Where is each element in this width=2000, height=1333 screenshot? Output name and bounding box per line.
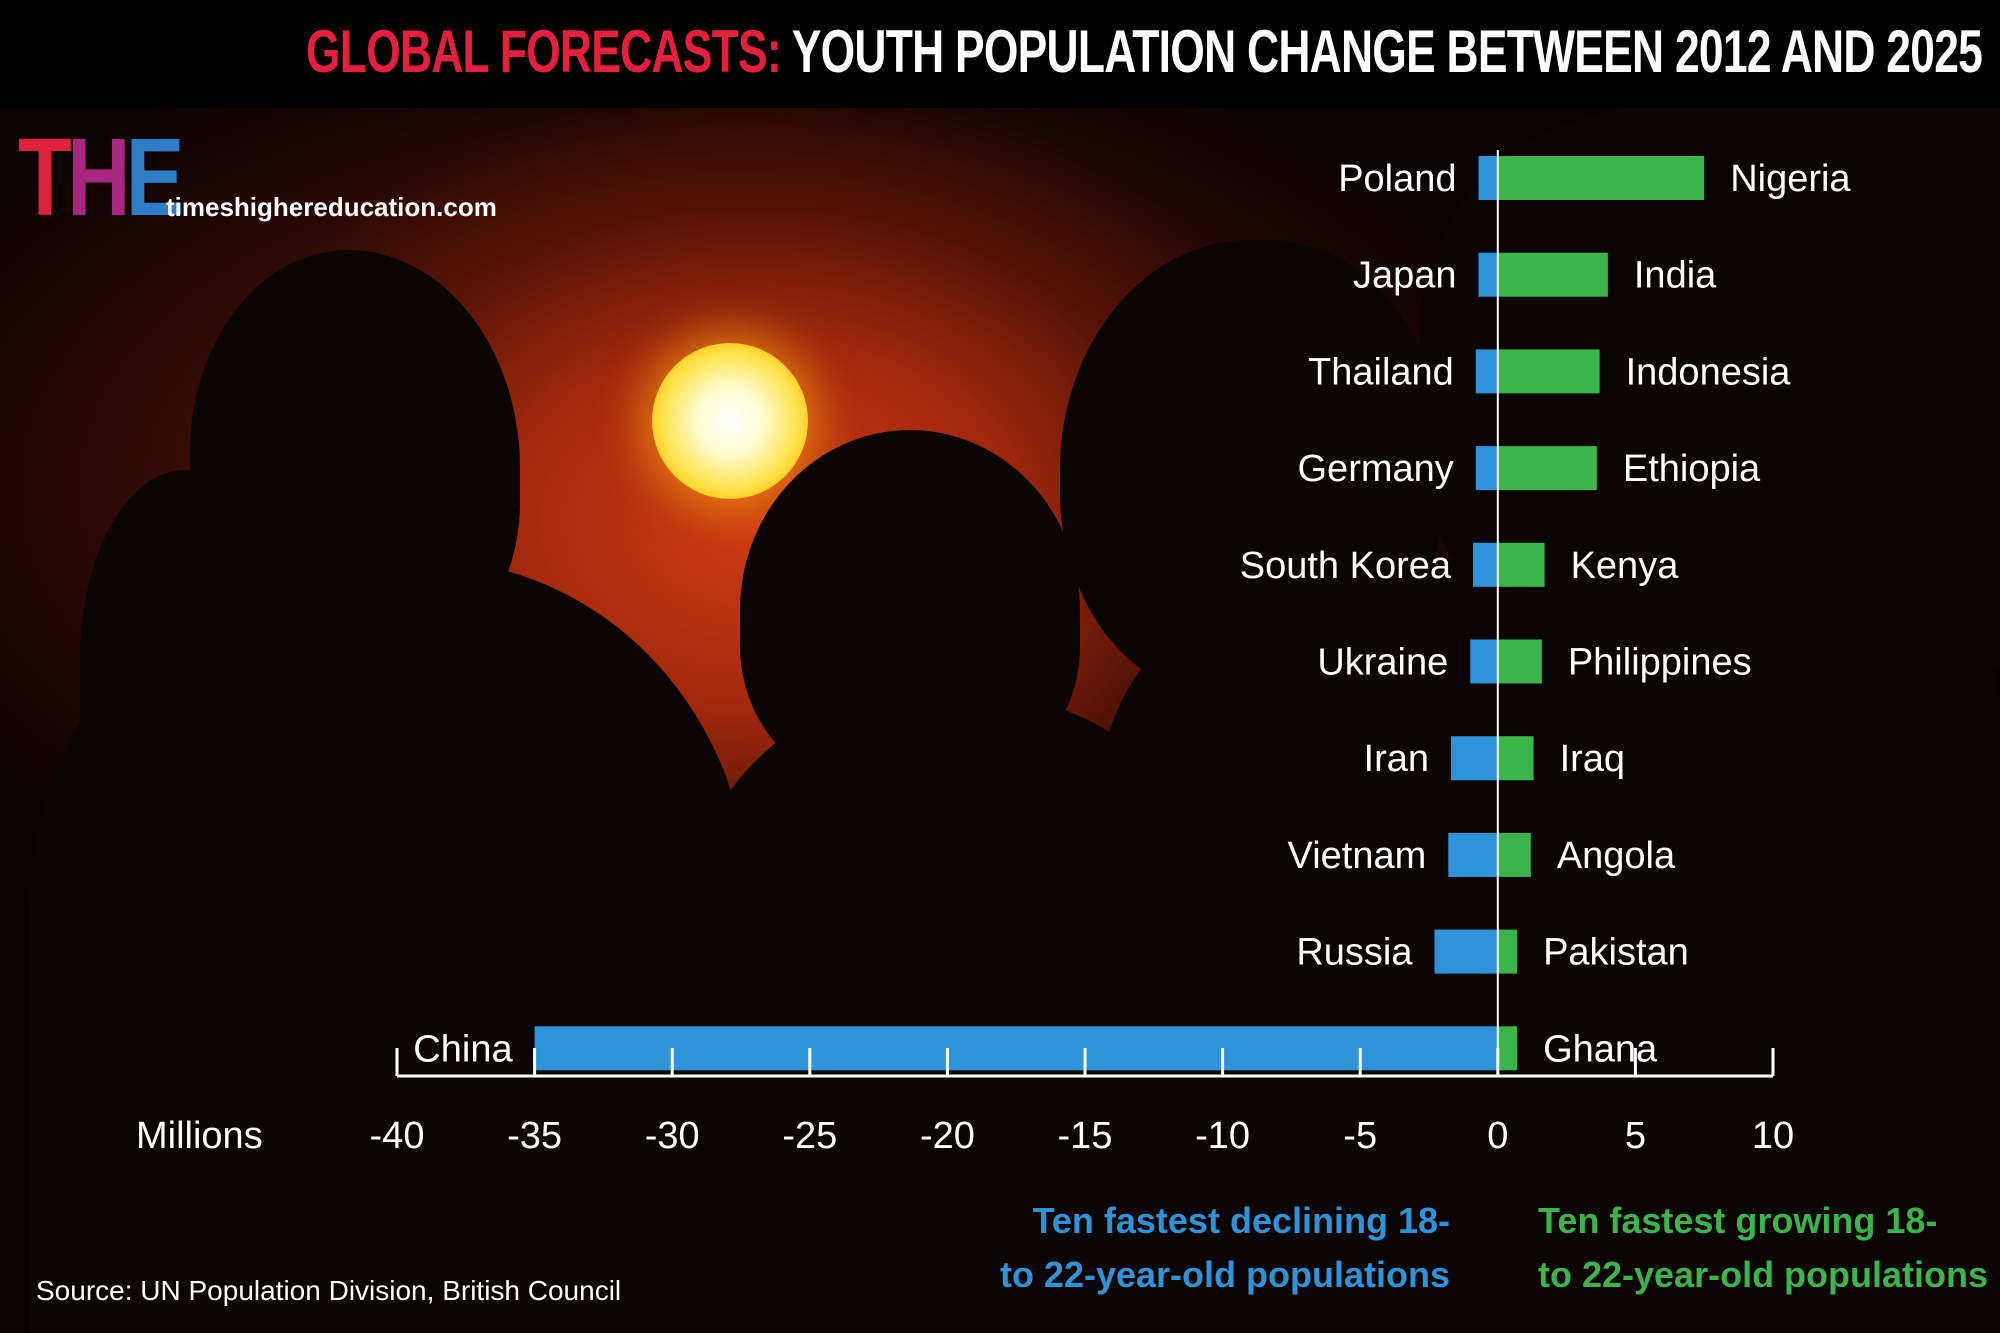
bar-label-growing: Kenya (1571, 545, 1680, 587)
bar-label-declining: Germany (1298, 448, 1454, 490)
bar-declining (1434, 929, 1498, 974)
bar-label-declining: China (413, 1028, 513, 1070)
bar-label-growing: India (1634, 255, 1717, 297)
x-tick-label: -40 (370, 1115, 425, 1157)
x-tick-label: -15 (1058, 1115, 1113, 1157)
caption-growing-line2: to 22-year-old populations (1538, 1254, 1989, 1295)
bar-label-growing: Pakistan (1543, 932, 1689, 974)
bar-label-declining: Vietnam (1288, 835, 1427, 877)
the-logo: THE (18, 123, 184, 233)
x-tick-label: -35 (507, 1115, 562, 1157)
bar-growing (1497, 1026, 1518, 1071)
x-tick-label: 10 (1752, 1115, 1794, 1157)
bar-growing (1497, 832, 1531, 877)
x-axis-label: Millions (136, 1115, 263, 1157)
bar-declining (1478, 252, 1498, 297)
caption-declining: Ten fastest declining 18- to 22-year-old… (1000, 1194, 1450, 1302)
bar-growing (1497, 349, 1600, 394)
bar-label-growing: Ghana (1543, 1028, 1658, 1070)
bar-label-declining: Ukraine (1317, 642, 1448, 684)
caption-declining-line2: to 22-year-old populations (999, 1254, 1450, 1295)
logo-letter-e: E (125, 116, 185, 239)
bar-label-declining: Poland (1338, 158, 1456, 200)
chart-title: GLOBAL FORECASTS: YOUTH POPULATION CHANG… (305, 16, 1983, 88)
bar-label-growing: Angola (1557, 835, 1676, 877)
x-tick-label: -5 (1343, 1115, 1377, 1157)
silhouette-far-left (80, 470, 290, 850)
x-tick-label: -30 (645, 1115, 700, 1157)
title-highlight: GLOBAL FORECASTS: (305, 18, 782, 85)
bar-growing (1497, 446, 1597, 491)
bar-declining (1475, 446, 1498, 491)
bar-label-declining: South Korea (1240, 545, 1452, 587)
bar-declining (1470, 639, 1498, 684)
x-tick-label: -10 (1195, 1115, 1250, 1157)
bar-label-growing: Iraq (1560, 738, 1625, 780)
title-main: YOUTH POPULATION CHANGE BETWEEN 2012 AND… (780, 18, 1983, 85)
source-note: Source: UN Population Division, British … (36, 1275, 622, 1306)
bar-declining (534, 1026, 1498, 1071)
bar-declining (1473, 542, 1498, 587)
x-tick-label: 5 (1625, 1115, 1646, 1157)
sun (652, 343, 808, 499)
bar-growing (1497, 639, 1542, 684)
bar-growing (1497, 929, 1518, 974)
header-bar: GLOBAL FORECASTS: YOUTH POPULATION CHANG… (0, 0, 2000, 108)
bar-declining (1478, 156, 1498, 200)
website-url: timeshighereducation.com (166, 192, 497, 222)
bar-growing (1497, 736, 1534, 781)
bar-declining (1448, 832, 1498, 877)
bar-growing (1497, 542, 1545, 587)
bar-label-growing: Nigeria (1730, 158, 1851, 200)
logo-letter-h: H (66, 116, 131, 239)
caption-growing: Ten fastest growing 18- to 22-year-old p… (1538, 1194, 1988, 1302)
x-tick-label: 0 (1487, 1115, 1508, 1157)
logo-letter-t: T (18, 116, 72, 239)
bar-label-growing: Indonesia (1626, 351, 1792, 393)
x-tick-label: -25 (782, 1115, 837, 1157)
bar-declining (1451, 736, 1498, 781)
bar-declining (1475, 349, 1498, 394)
x-tick-label: -20 (920, 1115, 975, 1157)
bar-label-growing: Ethiopia (1623, 448, 1761, 490)
bar-label-declining: Japan (1353, 255, 1457, 297)
bar-growing (1497, 156, 1705, 200)
bar-growing (1497, 252, 1608, 297)
caption-declining-line1: Ten fastest declining 18- (1032, 1200, 1450, 1241)
bar-label-growing: Philippines (1568, 642, 1752, 684)
bar-label-declining: Thailand (1308, 351, 1454, 393)
bar-label-declining: Iran (1364, 738, 1429, 780)
caption-growing-line1: Ten fastest growing 18- (1538, 1200, 1938, 1241)
silhouette-right-body (1100, 560, 2000, 1333)
bar-label-declining: Russia (1296, 932, 1413, 974)
